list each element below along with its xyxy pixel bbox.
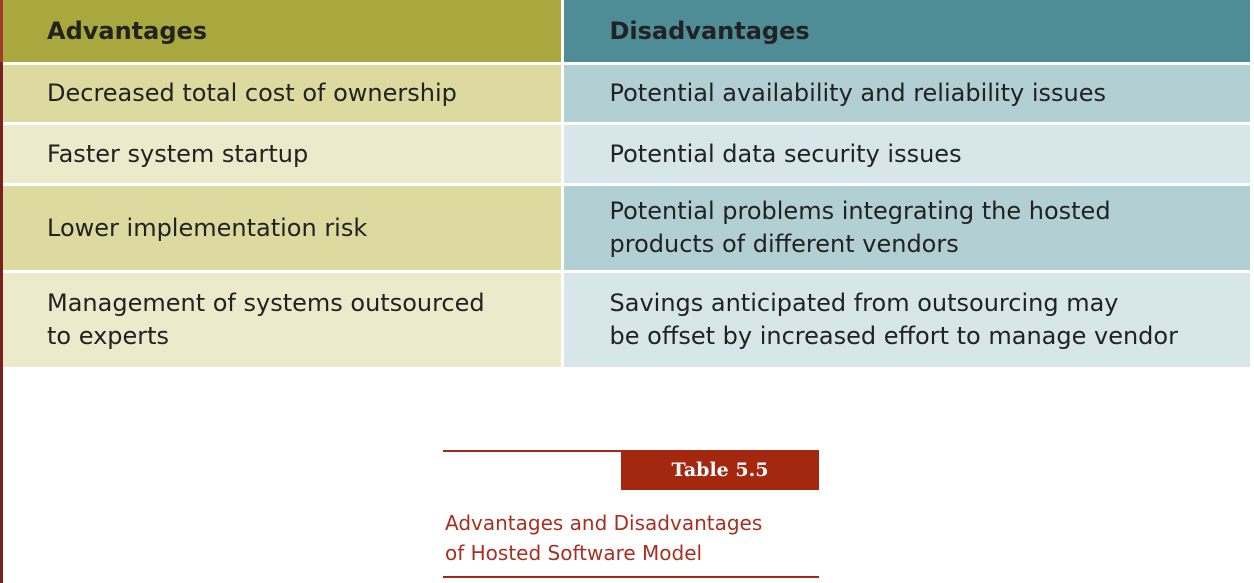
advantages-disadvantages-table: Advantages Disadvantages Decreased total… xyxy=(3,0,1250,367)
advantage-cell: Decreased total cost of ownership xyxy=(3,62,564,124)
left-page-edge xyxy=(0,0,3,583)
disadvantage-cell: Savings anticipated from outsourcing may… xyxy=(562,270,1250,367)
table-number-label: Table 5.5 xyxy=(621,450,819,490)
table-header-row: Advantages Disadvantages xyxy=(3,0,1250,64)
left-page-edge-accent xyxy=(0,0,3,62)
table-caption: Table 5.5 Advantages and Disadvantages o… xyxy=(443,450,819,578)
caption-bottom-rule xyxy=(443,576,819,578)
disadvantage-cell: Potential availability and reliability i… xyxy=(562,62,1250,124)
advantage-cell: Lower implementation risk xyxy=(3,183,564,272)
caption-text: Advantages and Disadvantages of Hosted S… xyxy=(445,511,763,565)
advantage-cell: Faster system startup xyxy=(3,122,564,185)
table-row: Decreased total cost of ownership Potent… xyxy=(3,62,1250,124)
table-row: Management of systems outsourced to expe… xyxy=(3,270,1250,367)
table-row: Faster system startup Potential data sec… xyxy=(3,122,1250,185)
disadvantage-cell: Potential problems integrating the hoste… xyxy=(562,183,1250,272)
disadvantages-header: Disadvantages xyxy=(562,0,1250,64)
disadvantage-cell: Potential data security issues xyxy=(562,122,1250,185)
table-row: Lower implementation risk Potential prob… xyxy=(3,183,1250,272)
advantages-header: Advantages xyxy=(3,0,564,64)
advantage-cell: Management of systems outsourced to expe… xyxy=(3,270,564,367)
